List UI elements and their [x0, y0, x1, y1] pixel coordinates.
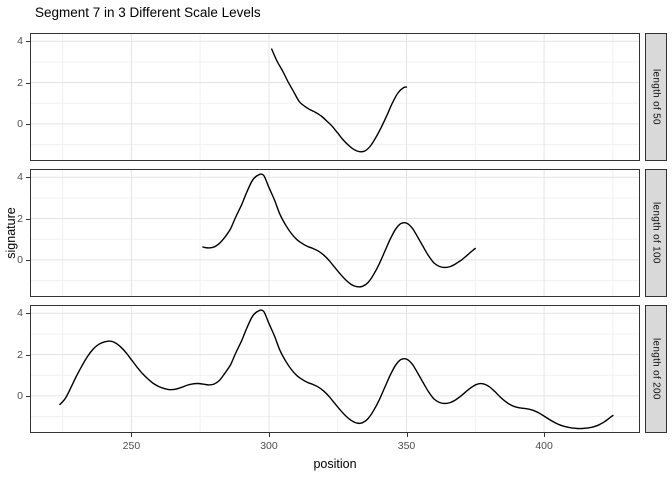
y-tick-mark: [26, 123, 30, 125]
x-axis-title: position: [313, 457, 357, 471]
facet-plot-length-200: [31, 306, 639, 432]
y-tick-label: 2: [17, 348, 23, 361]
y-tick-label: 2: [17, 76, 23, 89]
y-tick-label: 0: [17, 117, 23, 130]
signature-curve: [59, 309, 614, 430]
facet-panel-length-50: [30, 33, 640, 161]
x-tick-mark: [406, 433, 408, 437]
y-tick-mark: [26, 354, 30, 356]
facet-strip-label: length of 100: [650, 202, 662, 264]
x-tick-mark: [131, 433, 133, 437]
facet-plot-length-100: [31, 170, 639, 296]
y-tick-label: 0: [17, 389, 23, 402]
y-tick-mark: [26, 259, 30, 261]
facet-strip-length-200: length of 200: [645, 305, 667, 433]
facet-strip-length-100: length of 100: [645, 169, 667, 297]
y-tick-mark: [26, 218, 30, 220]
y-tick-label: 0: [17, 253, 23, 266]
y-tick-label: 2: [17, 212, 23, 225]
x-tick-label: 400: [535, 440, 553, 452]
facet-panel-length-100: [30, 169, 640, 297]
y-tick-mark: [26, 395, 30, 397]
x-tick-mark: [544, 433, 546, 437]
facet-plot-length-50: [31, 34, 639, 160]
y-tick-mark: [26, 82, 30, 84]
y-tick-mark: [26, 313, 30, 315]
y-tick-mark: [26, 177, 30, 179]
x-tick-label: 250: [122, 440, 141, 452]
y-tick-label: 4: [17, 307, 23, 320]
facet-panel-length-200: [30, 305, 640, 433]
y-tick-mark: [26, 41, 30, 43]
y-tick-label: 4: [17, 171, 23, 184]
facet-strip-length-50: length of 50: [645, 33, 667, 161]
signature-curve: [271, 48, 408, 153]
y-tick-label: 4: [17, 35, 23, 48]
facet-strip-label: length of 200: [650, 338, 662, 400]
facet-strip-label: length of 50: [650, 69, 662, 125]
x-tick-label: 350: [397, 440, 416, 452]
chart-title: Segment 7 in 3 Different Scale Levels: [35, 5, 261, 20]
x-tick-label: 300: [260, 440, 278, 452]
signature-curve: [202, 173, 476, 288]
x-tick-mark: [268, 433, 270, 437]
